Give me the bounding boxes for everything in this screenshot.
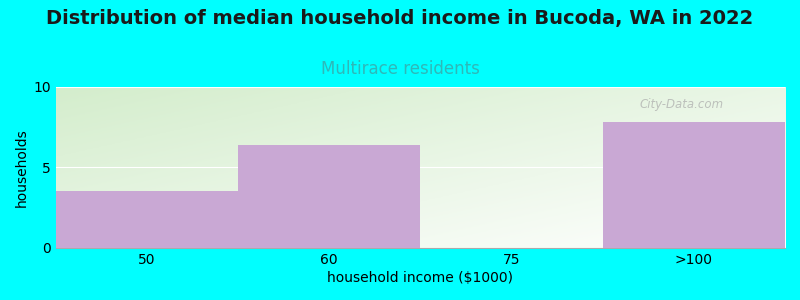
Text: City-Data.com: City-Data.com: [639, 98, 723, 111]
Bar: [238, 145, 420, 248]
X-axis label: household income ($1000): household income ($1000): [327, 271, 514, 285]
Text: Distribution of median household income in Bucoda, WA in 2022: Distribution of median household income …: [46, 9, 754, 28]
Text: Multirace residents: Multirace residents: [321, 60, 479, 78]
Bar: [602, 122, 785, 248]
Y-axis label: households: households: [15, 128, 29, 207]
Bar: [56, 191, 238, 248]
